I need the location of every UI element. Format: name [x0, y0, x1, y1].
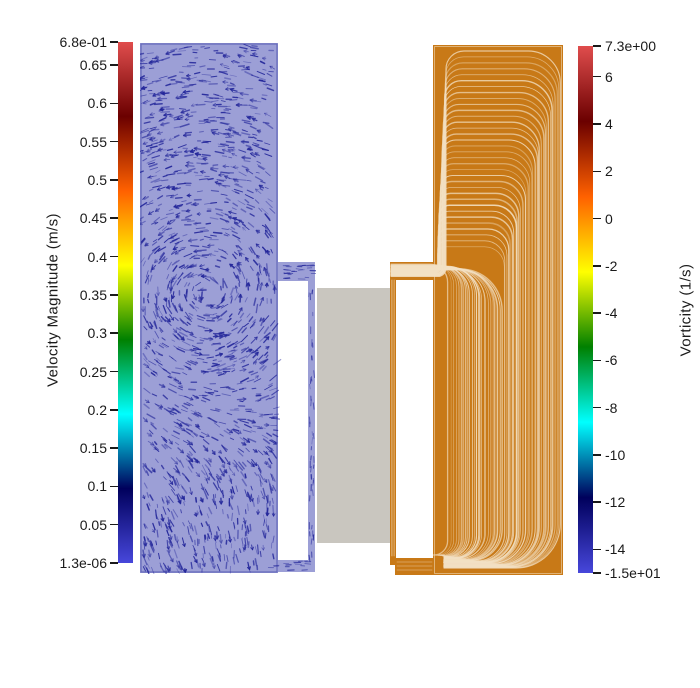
tick-mark-icon: [593, 454, 601, 456]
colorbar-tick: -10: [593, 448, 625, 462]
tick-label: 0.15: [79, 440, 107, 457]
tick-mark-icon: [593, 572, 601, 574]
colorbar-tick: 0.55: [80, 135, 118, 149]
tick-label: 0.45: [79, 210, 107, 227]
colorbar-tick: 0.65: [80, 58, 118, 72]
tick-label: 0.3: [87, 325, 107, 342]
tick-mark-icon: [593, 217, 601, 220]
velocity-colorbar: 6.8e-01 0.65 0.6 0.55 0.5 0.45 0.4 0.35 0.3 0.25 0…: [60, 35, 133, 570]
tick-label: 0.65: [79, 57, 107, 73]
tick-mark-icon: [110, 179, 118, 181]
center-obstacle: [317, 288, 390, 543]
tick-label: 0.4: [87, 248, 107, 265]
vorticity-colorbar: 7.3e+00 6 4 2 0 -2 -4 -6 -8 -10 -12 -14 -1.5e+01: [578, 39, 661, 580]
tick-label: 0.55: [79, 133, 107, 150]
tick-mark-icon: [110, 523, 118, 526]
tick-label: 0.35: [79, 286, 107, 303]
colorbar-tick: 0.5: [88, 173, 118, 187]
tick-label: 0.5: [87, 171, 107, 188]
velocity-vector-glyphs: [140, 42, 316, 574]
colorbar-tick: 0.25: [80, 365, 118, 379]
colorbar-tick: 0.35: [80, 288, 118, 302]
tick-label: 0.2: [87, 401, 107, 418]
tick-label: 0: [605, 210, 613, 227]
tick-mark-icon: [593, 123, 601, 125]
tick-label: 0.25: [79, 363, 107, 380]
tick-mark-icon: [593, 359, 601, 362]
vorticity-streamlines: [390, 42, 564, 576]
tick-mark-icon: [110, 140, 118, 143]
tick-label: 0.1: [87, 478, 107, 495]
colorbar-tick: -8: [593, 401, 617, 415]
tick-label: -12: [605, 494, 626, 511]
tick-mark-icon: [593, 265, 601, 267]
colorbar-tick: 0.4: [88, 250, 118, 264]
tick-label: -6: [605, 352, 618, 369]
colorbar-tick: 0.1: [88, 479, 118, 493]
tick-label: 7.3e+00: [605, 38, 656, 54]
vorticity-colorbar-gradient: [578, 46, 593, 573]
vorticity-field-view: [390, 42, 564, 576]
colorbar-tick: 1.3e-06: [60, 556, 118, 570]
velocity-field-view: [140, 42, 316, 574]
tick-label: 4: [605, 116, 613, 132]
colorbar-tick: 0.15: [80, 441, 118, 455]
colorbar-tick: 2: [593, 164, 613, 178]
colorbar-tick: 0: [593, 212, 613, 226]
tick-label: -10: [605, 446, 626, 463]
colorbar-tick: -14: [593, 542, 625, 556]
tick-label: 2: [605, 163, 613, 180]
velocity-colorbar-title: Velocity Magnitude (m/s): [44, 213, 62, 387]
colorbar-tick: 7.3e+00: [593, 39, 656, 53]
velocity-colorbar-gradient: [118, 42, 133, 563]
tick-mark-icon: [593, 548, 601, 551]
colorbar-tick: -6: [593, 353, 617, 367]
tick-mark-icon: [110, 447, 118, 449]
colorbar-tick: -4: [593, 306, 617, 320]
tick-mark-icon: [110, 41, 118, 43]
colorbar-tick: -1.5e+01: [593, 566, 661, 580]
vorticity-colorbar-title: Vorticity (1/s): [677, 263, 695, 357]
colorbar-tick: -12: [593, 495, 625, 509]
tick-mark-icon: [110, 562, 118, 564]
colorbar-tick: 0.2: [88, 403, 118, 417]
tick-mark-icon: [593, 75, 601, 78]
tick-mark-icon: [110, 64, 118, 66]
tick-mark-icon: [110, 255, 118, 258]
tick-label: 1.3e-06: [59, 555, 107, 571]
tick-label: 0.05: [79, 516, 107, 533]
colorbar-tick: 0.05: [80, 518, 118, 532]
tick-label: -1.5e+01: [605, 565, 661, 581]
tick-mark-icon: [110, 409, 118, 411]
colorbar-tick: 4: [593, 117, 613, 131]
tick-mark-icon: [593, 170, 601, 173]
tick-mark-icon: [110, 217, 118, 219]
colorbar-tick: 0.45: [80, 211, 118, 225]
colorbar-tick: 6.8e-01: [60, 35, 118, 49]
tick-mark-icon: [593, 312, 601, 314]
colorbar-tick: -2: [593, 259, 617, 273]
tick-mark-icon: [593, 501, 601, 503]
tick-label: -2: [605, 257, 618, 274]
tick-label: -14: [605, 541, 626, 558]
colorbar-tick: 6: [593, 70, 613, 84]
tick-mark-icon: [593, 406, 601, 409]
tick-mark-icon: [110, 102, 118, 105]
tick-mark-icon: [110, 332, 118, 334]
tick-mark-icon: [110, 370, 118, 373]
tick-label: -4: [605, 305, 618, 321]
tick-mark-icon: [110, 485, 118, 488]
tick-label: 0.6: [87, 95, 107, 112]
tick-label: 6: [605, 68, 613, 85]
tick-mark-icon: [110, 294, 118, 296]
tick-label: -8: [605, 399, 618, 416]
colorbar-tick: 0.6: [88, 96, 118, 110]
tick-label: 6.8e-01: [59, 34, 107, 50]
colorbar-tick: 0.3: [88, 326, 118, 340]
tick-mark-icon: [593, 45, 601, 47]
